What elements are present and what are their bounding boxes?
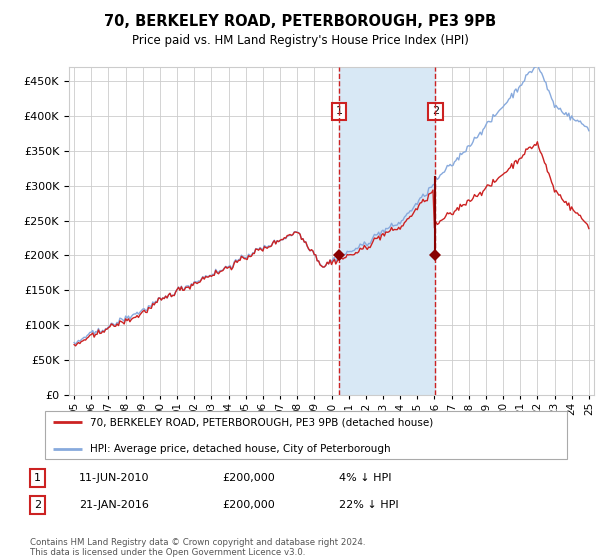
Text: 1: 1 [34,473,41,483]
Text: 22% ↓ HPI: 22% ↓ HPI [338,500,398,510]
Text: 2: 2 [432,106,439,116]
Text: 70, BERKELEY ROAD, PETERBOROUGH, PE3 9PB (detached house): 70, BERKELEY ROAD, PETERBOROUGH, PE3 9PB… [89,417,433,427]
Text: 4% ↓ HPI: 4% ↓ HPI [338,473,391,483]
Text: 70, BERKELEY ROAD, PETERBOROUGH, PE3 9PB: 70, BERKELEY ROAD, PETERBOROUGH, PE3 9PB [104,14,496,29]
Bar [339,67,435,395]
Text: 11-JUN-2010: 11-JUN-2010 [79,473,150,483]
Text: HPI: Average price, detached house, City of Peterborough: HPI: Average price, detached house, City… [89,444,390,454]
Text: 1: 1 [335,106,343,116]
Text: Price paid vs. HM Land Registry's House Price Index (HPI): Price paid vs. HM Land Registry's House … [131,34,469,46]
FancyBboxPatch shape [44,412,568,459]
Text: £200,000: £200,000 [223,473,275,483]
Text: Contains HM Land Registry data © Crown copyright and database right 2024.
This d: Contains HM Land Registry data © Crown c… [30,538,365,557]
Text: 2: 2 [34,500,41,510]
Text: 21-JAN-2016: 21-JAN-2016 [79,500,149,510]
Text: £200,000: £200,000 [223,500,275,510]
